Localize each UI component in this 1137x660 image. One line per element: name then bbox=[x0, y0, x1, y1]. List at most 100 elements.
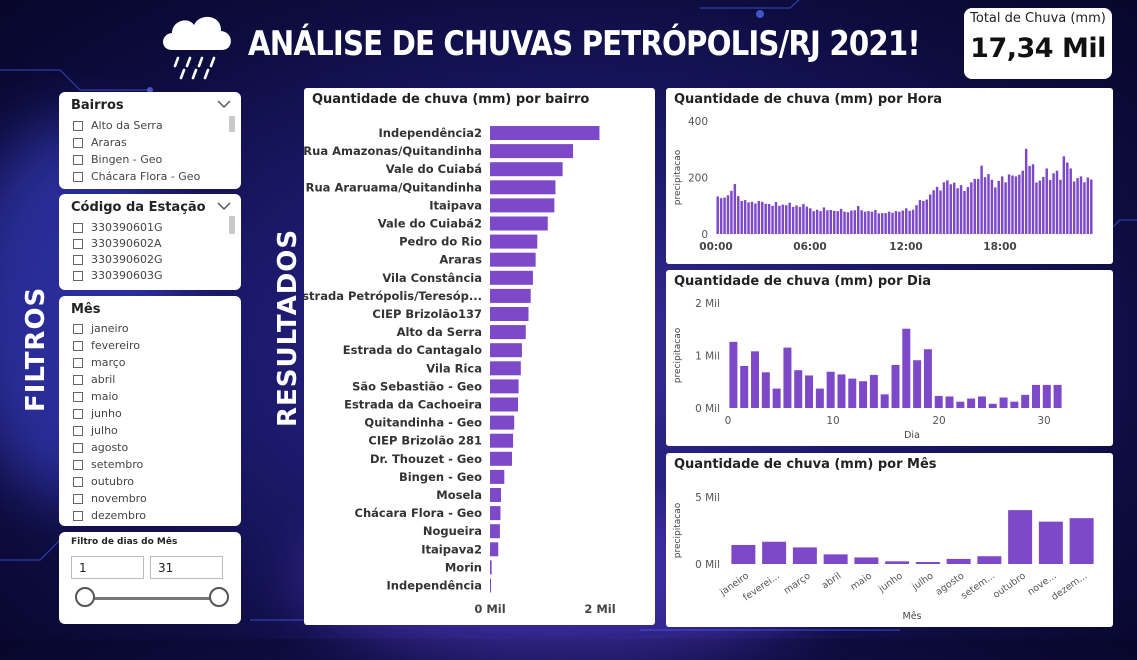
hora-bar bbox=[819, 211, 822, 234]
hora-bar bbox=[1052, 173, 1055, 234]
checkbox[interactable] bbox=[73, 254, 83, 265]
hora-bar bbox=[1090, 179, 1093, 234]
hora-bar bbox=[1059, 179, 1062, 234]
bairro-bar-chart: Independência2 Rua Amazonas/Quitandinha Va… bbox=[304, 126, 616, 616]
mes-option[interactable]: outubro bbox=[73, 475, 134, 488]
checkbox[interactable] bbox=[73, 442, 83, 453]
hora-bar bbox=[1018, 174, 1021, 234]
checkbox[interactable] bbox=[73, 270, 83, 281]
hora-bar bbox=[1048, 180, 1052, 234]
bairro-bar bbox=[490, 488, 501, 502]
bairros-option[interactable]: Chácara Flora - Geo bbox=[73, 170, 200, 183]
mes-option[interactable]: setembro bbox=[73, 458, 143, 471]
hora-bar bbox=[867, 211, 870, 234]
hora-bar bbox=[952, 182, 956, 234]
estacao-option[interactable]: 330390601G bbox=[73, 221, 163, 234]
checkbox[interactable] bbox=[73, 323, 83, 334]
slider-track[interactable] bbox=[86, 597, 219, 600]
dias-slicer[interactable]: Filtro de dias do Mês 1 31 bbox=[59, 532, 241, 624]
chevron-down-icon[interactable] bbox=[217, 202, 231, 211]
mes-option[interactable]: abril bbox=[73, 373, 115, 386]
checkbox[interactable] bbox=[73, 408, 83, 419]
hora-bar bbox=[901, 210, 905, 234]
bairro-label: Quitandinha - Geo bbox=[364, 416, 482, 430]
bairro-bar bbox=[490, 578, 491, 593]
bairros-slicer[interactable]: Bairros Alto da Serra Araras Bingen - Ge… bbox=[59, 92, 241, 189]
checkbox[interactable] bbox=[73, 425, 83, 436]
mes-option[interactable]: maio bbox=[73, 390, 118, 403]
hora-bar bbox=[767, 204, 771, 234]
estacao-option[interactable]: 330390602A bbox=[73, 237, 162, 250]
hora-bar bbox=[922, 200, 925, 234]
bairro-bar bbox=[490, 433, 514, 448]
checkbox[interactable] bbox=[73, 120, 83, 131]
scrollbar[interactable] bbox=[229, 116, 235, 132]
hora-bar bbox=[809, 208, 812, 234]
mes-option[interactable]: dezembro bbox=[73, 509, 146, 522]
checkbox[interactable] bbox=[73, 154, 83, 165]
bairros-option[interactable]: Bingen - Geo bbox=[73, 153, 162, 166]
mes-option[interactable]: novembro bbox=[73, 492, 147, 505]
mes-option[interactable]: janeiro bbox=[73, 322, 129, 335]
checkbox[interactable] bbox=[73, 493, 83, 504]
hora-bar bbox=[1000, 176, 1004, 234]
checkbox[interactable] bbox=[73, 238, 83, 249]
checkbox[interactable] bbox=[73, 476, 83, 487]
checkbox[interactable] bbox=[73, 222, 83, 233]
mes-bar bbox=[1038, 521, 1063, 564]
bairro-bar bbox=[490, 180, 556, 195]
checkbox[interactable] bbox=[73, 171, 83, 182]
hora-bar bbox=[743, 200, 747, 234]
slider-handle-min[interactable] bbox=[75, 587, 95, 607]
x-tick-label: 0 Mil bbox=[474, 602, 505, 616]
chevron-down-icon[interactable] bbox=[217, 100, 231, 109]
hora-bar bbox=[853, 210, 857, 234]
estacao-option[interactable]: 330390603G bbox=[73, 269, 163, 282]
hora-bar bbox=[788, 202, 791, 234]
mes-option[interactable]: julho bbox=[73, 424, 118, 437]
x-tick-label: 00:00 bbox=[699, 241, 732, 253]
slider-handle-max[interactable] bbox=[209, 587, 229, 607]
checkbox[interactable] bbox=[73, 374, 83, 385]
checkbox[interactable] bbox=[73, 391, 83, 402]
checkbox[interactable] bbox=[73, 137, 83, 148]
hora-bar bbox=[781, 204, 785, 234]
dia-bar bbox=[988, 403, 997, 408]
hora-bar bbox=[894, 211, 898, 234]
checkbox[interactable] bbox=[73, 340, 83, 351]
mes-option[interactable]: fevereiro bbox=[73, 339, 140, 352]
dia-bar bbox=[999, 397, 1008, 408]
mes-option[interactable]: junho bbox=[73, 407, 122, 420]
hora-bar bbox=[908, 210, 911, 234]
mes-slicer[interactable]: Mês janeiro fevereiro março abril maio junho j… bbox=[59, 296, 241, 526]
page-title: ANÁLISE DE CHUVAS PETRÓPOLIS/RJ 2021! bbox=[248, 24, 921, 64]
dias-max-input[interactable]: 31 bbox=[150, 556, 223, 579]
hora-bar bbox=[911, 209, 915, 234]
checkbox[interactable] bbox=[73, 357, 83, 368]
x-tick-label: 06:00 bbox=[793, 241, 826, 253]
bairro-label: Nogueira bbox=[423, 524, 482, 538]
bairros-option[interactable]: Araras bbox=[73, 136, 127, 149]
y-tick-label: 0 bbox=[701, 229, 708, 241]
checkbox[interactable] bbox=[73, 510, 83, 521]
dias-min-input[interactable]: 1 bbox=[71, 556, 144, 579]
hora-bar bbox=[757, 200, 761, 234]
hora-bar bbox=[843, 211, 846, 234]
mes-option[interactable]: agosto bbox=[73, 441, 128, 454]
hora-bar bbox=[1069, 168, 1072, 234]
checkbox[interactable] bbox=[73, 459, 83, 470]
hora-bar bbox=[1031, 164, 1035, 234]
hora-bar bbox=[980, 165, 983, 234]
hora-bar bbox=[870, 211, 874, 234]
hora-bar bbox=[994, 187, 997, 234]
scrollbar[interactable] bbox=[229, 216, 235, 234]
dia-bar bbox=[1010, 401, 1019, 408]
bairros-option[interactable]: Alto da Serra bbox=[73, 119, 163, 132]
estacao-option[interactable]: 330390602G bbox=[73, 253, 163, 266]
estacao-slicer[interactable]: Código da Estação 330390601G 330390602A … bbox=[59, 194, 241, 290]
bairro-bar bbox=[490, 542, 499, 557]
y-axis-label: precipitacao bbox=[673, 149, 683, 205]
bairro-bar bbox=[490, 325, 526, 340]
mes-option[interactable]: março bbox=[73, 356, 126, 369]
hora-bar bbox=[884, 213, 887, 234]
